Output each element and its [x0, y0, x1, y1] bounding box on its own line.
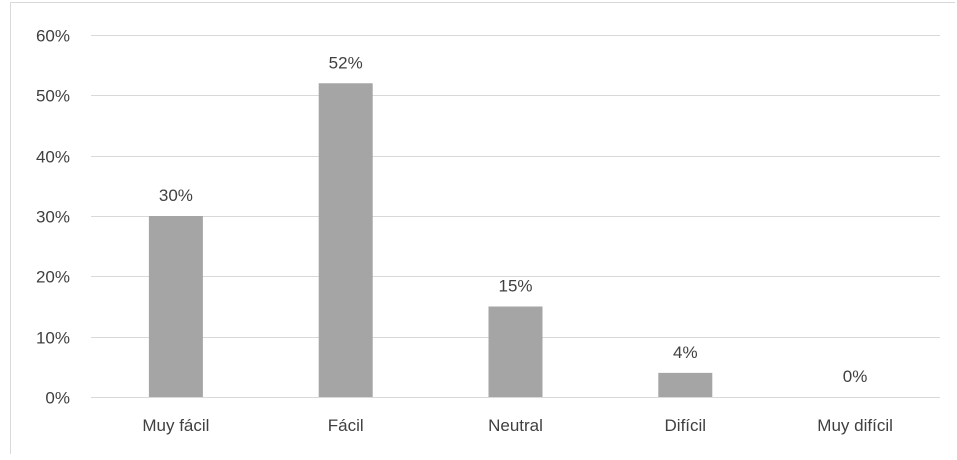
- y-tick-label: 60%: [36, 27, 70, 46]
- data-labels: 30% 52% 15% 4% 0%: [159, 53, 868, 386]
- x-category-label: Muy fácil: [142, 416, 209, 435]
- y-axis-tick-labels: 0% 10% 20% 30% 40% 50% 60%: [36, 27, 70, 408]
- data-label: 4%: [673, 343, 698, 362]
- data-label: 0%: [843, 367, 868, 386]
- x-axis-category-labels: Muy fácil Fácil Neutral Difícil Muy difícil: [142, 416, 893, 435]
- chart-frame-left-border: [10, 2, 11, 454]
- data-label: 15%: [498, 277, 532, 296]
- y-tick-label: 40%: [36, 148, 70, 167]
- bar: [658, 372, 713, 397]
- data-label: 52%: [329, 53, 363, 72]
- y-tick-label: 50%: [36, 87, 70, 106]
- bars: [148, 83, 713, 398]
- y-tick-label: 20%: [36, 268, 70, 287]
- x-category-label: Neutral: [488, 416, 543, 435]
- x-category-label: Difícil: [665, 416, 707, 435]
- chart-frame-top-border: [10, 2, 955, 3]
- x-category-label: Fácil: [328, 416, 364, 435]
- y-tick-label: 10%: [36, 329, 70, 348]
- x-category-label: Muy difícil: [817, 416, 893, 435]
- y-tick-label: 0%: [45, 389, 70, 408]
- y-tick-label: 30%: [36, 208, 70, 227]
- data-label: 30%: [159, 186, 193, 205]
- bar: [488, 306, 543, 397]
- bar: [148, 216, 203, 397]
- bar: [318, 83, 373, 398]
